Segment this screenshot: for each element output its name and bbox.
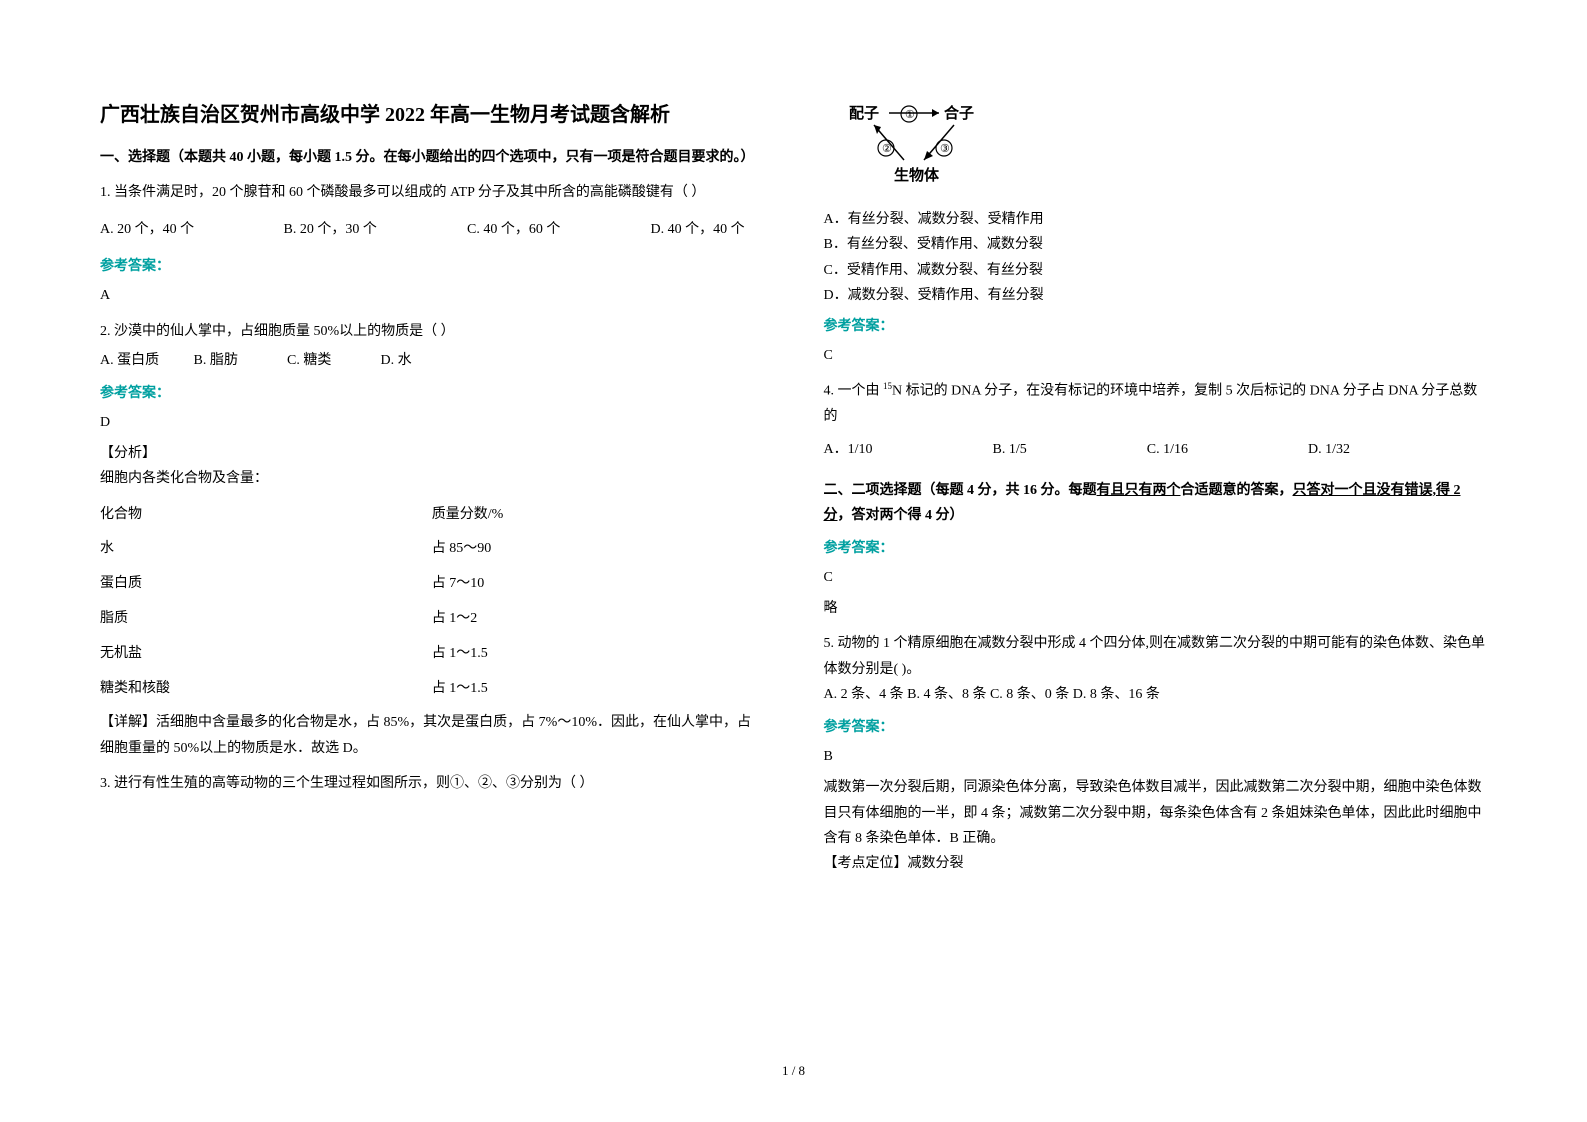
table-row: 水 <box>100 532 432 567</box>
diagram-num1: ① <box>905 109 915 121</box>
q4-optD: D. 1/32 <box>1308 437 1350 462</box>
q4-optC: C. 1/16 <box>1147 437 1188 462</box>
s2-p1: 二、二项选择题 <box>824 483 922 498</box>
q2-optA: A. 蛋白质 <box>100 348 190 373</box>
question-3-stem: 3. 进行有性生殖的高等动物的三个生理过程如图所示，则①、②、③分别为（ ） <box>100 771 764 796</box>
table-row: 脂质 <box>100 602 432 637</box>
q2-analysis-intro: 细胞内各类化合物及含量： <box>100 466 764 491</box>
q1-optA: A. 20 个，40 个 <box>100 215 280 246</box>
q1-optD: D. 40 个，40 个 <box>651 222 745 237</box>
diagram-shengwuti-label: 生物体 <box>894 166 940 184</box>
table-row: 占 7～10 <box>432 567 764 602</box>
q3-optD: D．减数分裂、受精作用、有丝分裂 <box>824 283 1488 308</box>
table-row: 糖类和核酸 <box>100 672 432 707</box>
q3-answer: C <box>824 343 1488 368</box>
q2-answer: D <box>100 410 764 435</box>
left-column: 广西壮族自治区贺州市高级中学 2022 年高一生物月考试题含解析 一、选择题（本… <box>100 100 764 1082</box>
section2-header: 二、二项选择题（每题 4 分，共 16 分。每题有且只有两个合适题意的答案，只答… <box>824 478 1488 528</box>
table-row: 蛋白质 <box>100 567 432 602</box>
q3-diagram: 配子 ① 合子 ② ③ 生物体 <box>844 100 1488 199</box>
page-number: 1 / 8 <box>782 1059 805 1082</box>
question-1: 1. 当条件满足时，20 个腺苷和 60 个磷酸最多可以组成的 ATP 分子及其… <box>100 180 764 246</box>
table-header-compound: 化合物 <box>100 498 432 533</box>
diagram-num3: ③ <box>940 143 950 155</box>
q1-answer: A <box>100 283 764 308</box>
q1-options: A. 20 个，40 个 B. 20 个，30 个 C. 40 个，60 个 D… <box>100 215 764 246</box>
q2-stem: 2. 沙漠中的仙人掌中，占细胞质量 50%以上的物质是（ ） <box>100 319 764 344</box>
q1-stem: 1. 当条件满足时，20 个腺苷和 60 个磷酸最多可以组成的 ATP 分子及其… <box>100 180 764 205</box>
q1-optB: B. 20 个，30 个 <box>284 215 464 246</box>
s2-p4: ，答对两个得 4 分） <box>838 508 964 523</box>
q2-analysis-label: 【分析】 <box>100 441 764 466</box>
s2-p3: 合适题意的答案， <box>1181 483 1293 498</box>
q1-answer-label: 参考答案： <box>100 254 764 279</box>
s2-p2: （每题 4 分，共 16 分。每题 <box>922 483 1097 498</box>
q4-stem-super: 15 <box>883 381 892 391</box>
s2-lue: 略 <box>824 596 1488 621</box>
diagram-peizi-label: 配子 <box>849 105 879 122</box>
table-row: 占 85～90 <box>432 532 764 567</box>
table-row: 无机盐 <box>100 637 432 672</box>
question-5: 5. 动物的 1 个精原细胞在减数分裂中形成 4 个四分体,则在减数第二次分裂的… <box>824 631 1488 707</box>
q5-options: A. 2 条、4 条 B. 4 条、8 条 C. 8 条、0 条 D. 8 条、… <box>824 682 1488 707</box>
q3-optB: B．有丝分裂、受精作用、减数分裂 <box>824 232 1488 257</box>
q4-stem-p2: N 标记的 DNA 分子，在没有标记的环境中培养，复制 5 次后标记的 DNA … <box>824 384 1478 424</box>
q2-answer-label: 参考答案： <box>100 381 764 406</box>
diagram-hezi-label: 合子 <box>943 104 974 122</box>
q3-optA: A．有丝分裂、减数分裂、受精作用 <box>824 207 1488 232</box>
q2-optB: B. 脂肪 <box>194 348 284 373</box>
q1-optC: C. 40 个，60 个 <box>467 215 647 246</box>
q4-optB: B. 1/5 <box>993 437 1027 462</box>
table-row: 占 1～1.5 <box>432 637 764 672</box>
q5-exam-point: 【考点定位】减数分裂 <box>824 851 1488 876</box>
s2-u1: 有且只有两个 <box>1097 483 1181 498</box>
q4-optA: A．1/10 <box>824 437 873 462</box>
q2-options: A. 蛋白质 B. 脂肪 C. 糖类 D. 水 <box>100 348 764 373</box>
exam-title: 广西壮族自治区贺州市高级中学 2022 年高一生物月考试题含解析 <box>100 100 764 130</box>
q3-answer-label: 参考答案： <box>824 314 1488 339</box>
q2-optD: D. 水 <box>381 353 412 368</box>
s2-answer: C <box>824 565 1488 590</box>
right-column: 配子 ① 合子 ② ③ 生物体 A．有丝分裂、减数分裂、受精作用 B．有丝分裂、… <box>824 100 1488 1082</box>
diagram-num2: ② <box>882 143 892 155</box>
question-4: 4. 一个由 15N 标记的 DNA 分子，在没有标记的环境中培养，复制 5 次… <box>824 378 1488 429</box>
table-row: 占 1～1.5 <box>432 672 764 707</box>
question-2: 2. 沙漠中的仙人掌中，占细胞质量 50%以上的物质是（ ） A. 蛋白质 B.… <box>100 319 764 373</box>
q5-answer: B <box>824 744 1488 769</box>
table-row: 占 1～2 <box>432 602 764 637</box>
q2-detail: 【详解】活细胞中含量最多的化合物是水，占 85%，其次是蛋白质，占 7%～10%… <box>100 710 764 760</box>
q5-answer-label: 参考答案： <box>824 715 1488 740</box>
q5-stem: 5. 动物的 1 个精原细胞在减数分裂中形成 4 个四分体,则在减数第二次分裂的… <box>824 631 1488 681</box>
q4-options: A．1/10 B. 1/5 C. 1/16 D. 1/32 <box>824 437 1488 462</box>
section1-header: 一、选择题（本题共 40 小题，每小题 1.5 分。在每小题给出的四个选项中，只… <box>100 145 764 170</box>
q5-detail: 减数第一次分裂后期，同源染色体分离，导致染色体数目减半，因此减数第二次分裂中期，… <box>824 775 1488 851</box>
s2-answer-label: 参考答案： <box>824 536 1488 561</box>
q2-optC: C. 糖类 <box>287 348 377 373</box>
q2-table: 化合物 质量分数/% 水 占 85～90 蛋白质 占 7～10 脂质 占 1～2… <box>100 498 764 707</box>
table-header-percent: 质量分数/% <box>432 498 764 533</box>
diagram-svg: 配子 ① 合子 ② ③ 生物体 <box>844 100 1024 190</box>
q3-optC: C．受精作用、减数分裂、有丝分裂 <box>824 258 1488 283</box>
q4-stem-p1: 4. 一个由 <box>824 384 884 399</box>
